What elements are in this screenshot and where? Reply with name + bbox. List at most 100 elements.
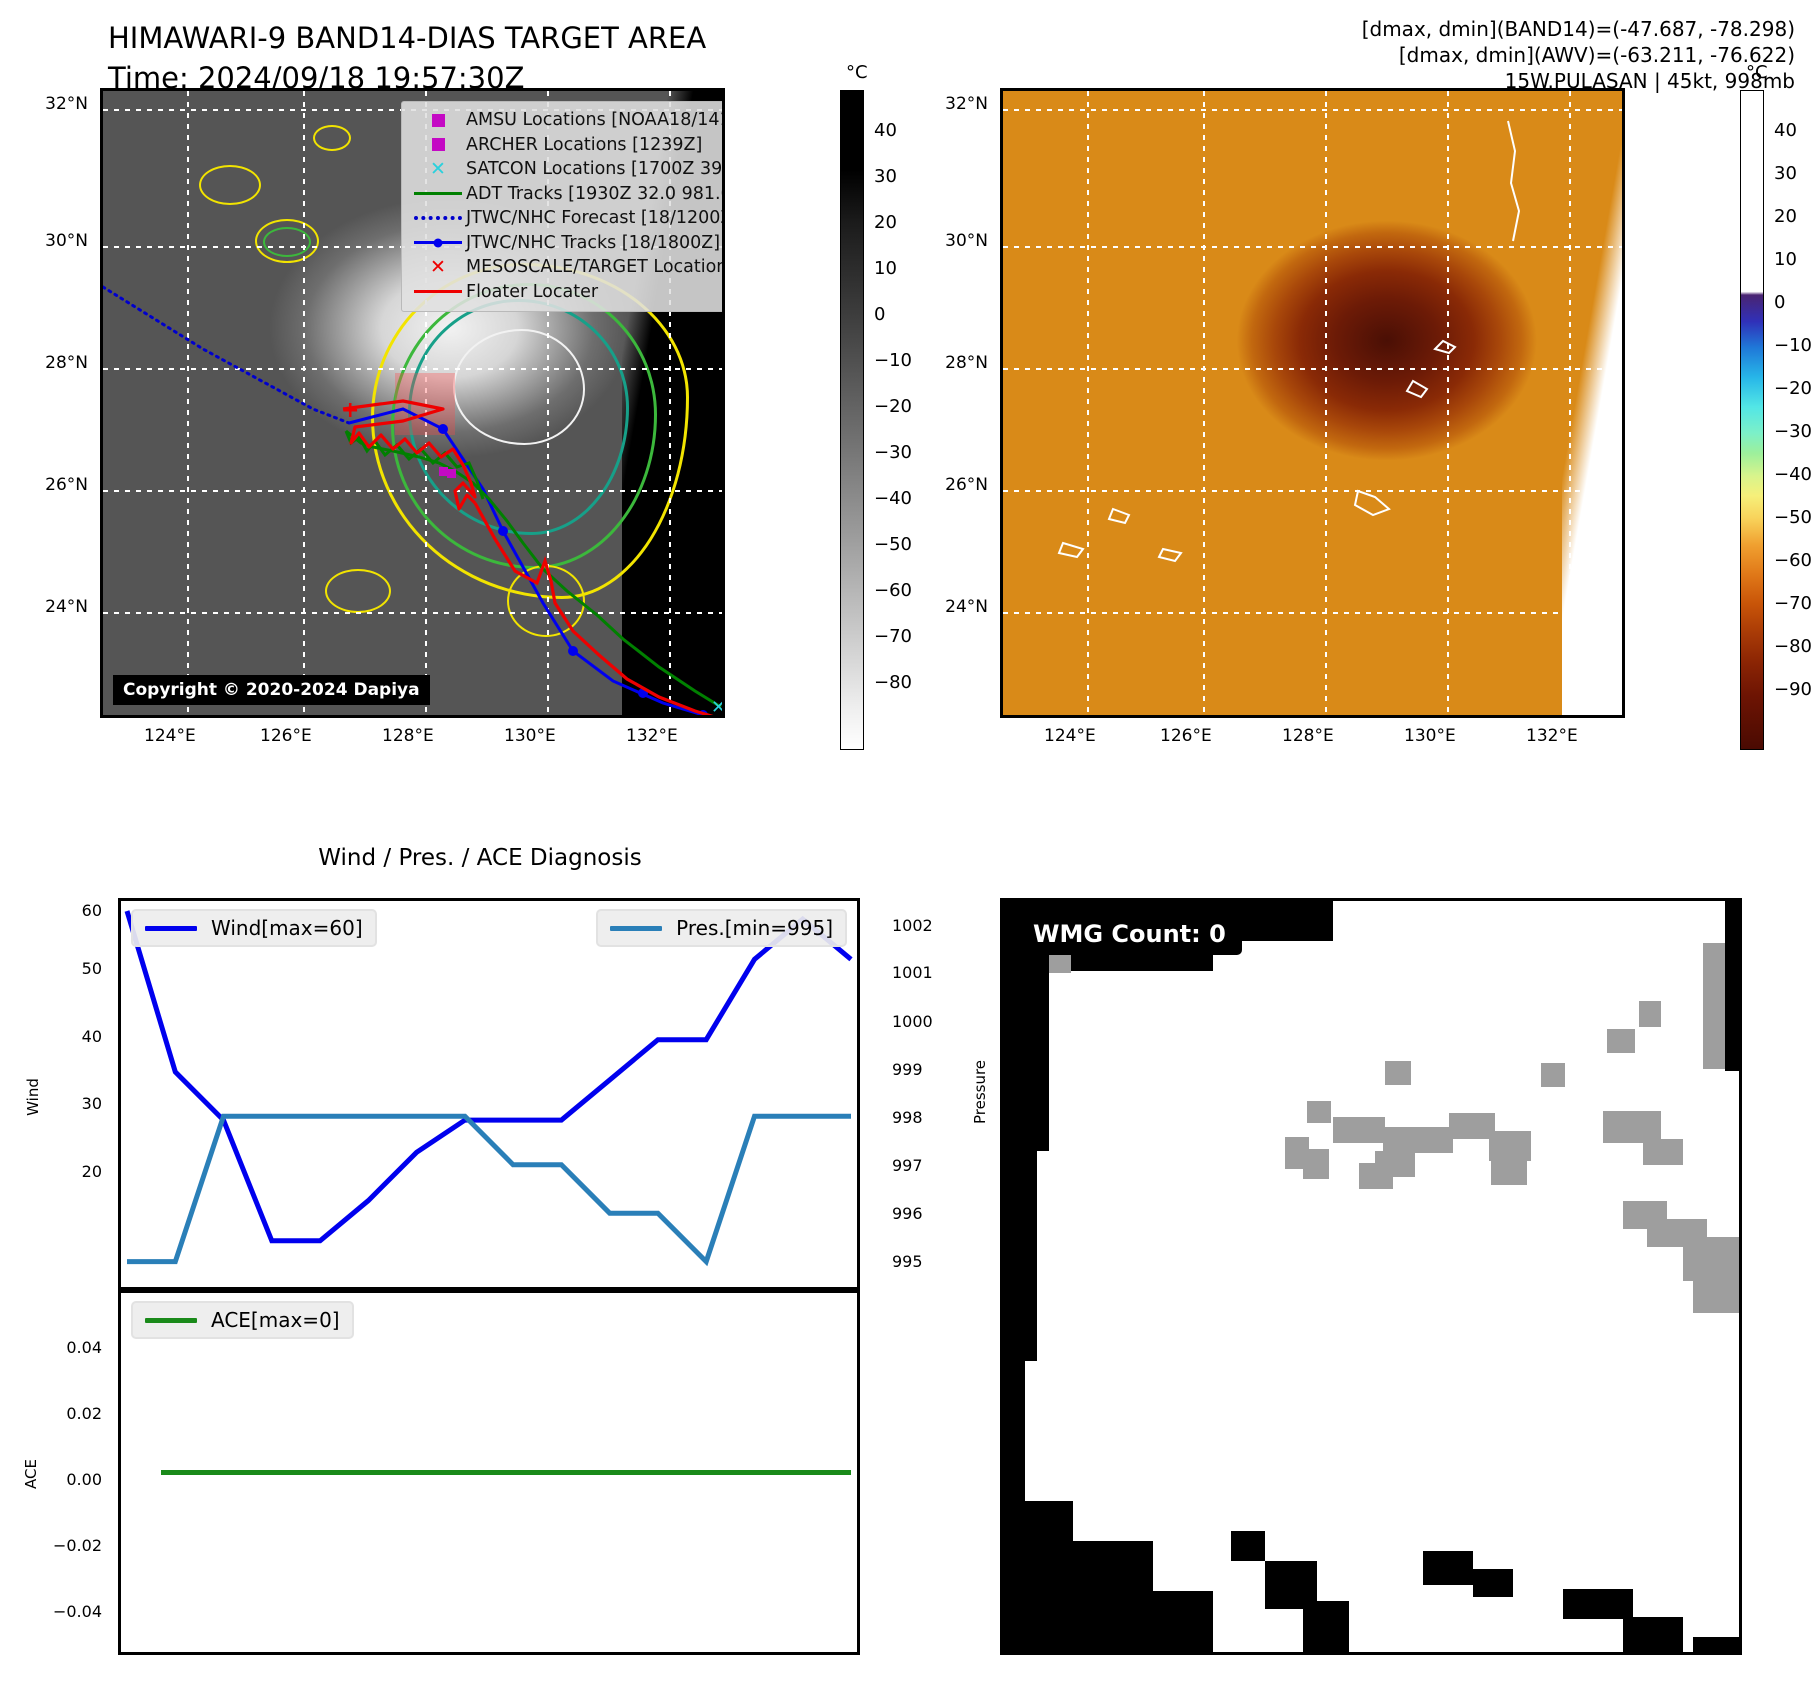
wmg-cell bbox=[1333, 1117, 1385, 1143]
y2-tick: 1002 bbox=[892, 916, 933, 935]
grid-line-lon-130 bbox=[547, 91, 549, 715]
y-tick: −0.04 bbox=[52, 1602, 102, 1621]
wmg-cell bbox=[1703, 943, 1725, 1069]
grid-line-lat-24 bbox=[1003, 612, 1622, 614]
grid-line-lat-30 bbox=[1003, 246, 1622, 248]
wmg-cell bbox=[1603, 1111, 1661, 1143]
copyright-notice: Copyright © 2020-2024 Dapiya bbox=[113, 675, 430, 705]
pressure-axis-label: Pressure bbox=[971, 1059, 990, 1125]
x-tick: 124°E bbox=[144, 726, 196, 746]
wmg-mask-bottom9 bbox=[1563, 1589, 1633, 1619]
awv-no-data-region bbox=[1562, 91, 1622, 715]
water-vapor-satellite-map[interactable] bbox=[1000, 88, 1625, 718]
contour-green-small-w bbox=[263, 227, 311, 257]
wmg-mask-bottom4 bbox=[1231, 1531, 1265, 1561]
left-map-x-ticks: 124°E 126°E 128°E 130°E 132°E bbox=[100, 726, 725, 752]
legend-label: SATCON Locations [1700Z 39 988] bbox=[466, 159, 723, 180]
cb-tick: 20 bbox=[874, 212, 897, 233]
wind-axis-label: Wind bbox=[23, 1078, 42, 1116]
wmg-cell bbox=[1693, 1281, 1739, 1313]
cb-tick: 0 bbox=[1774, 292, 1786, 313]
coastline-overlay bbox=[1057, 120, 1521, 563]
cb-tick: 0 bbox=[874, 304, 886, 325]
dmax-awv-text: [dmax, dmin](AWV)=(-63.211, -76.622) bbox=[1398, 43, 1795, 67]
line-icon bbox=[610, 925, 663, 931]
grid-line-lat-26 bbox=[103, 490, 722, 492]
wmg-count-badge: WMG Count: 0 bbox=[1017, 913, 1242, 955]
infrared-satellite-map[interactable]: + ✕ AMSU Locations [NOAA18/1413Z 32 992]… bbox=[100, 88, 725, 718]
y-tick: 28°N bbox=[45, 353, 88, 373]
x-mark-icon: ✕ bbox=[430, 157, 446, 180]
wmg-mask-bottom2 bbox=[1073, 1541, 1153, 1652]
cb-tick: 30 bbox=[874, 166, 897, 187]
legend-item-satcon: ✕ SATCON Locations [1700Z 39 988] bbox=[410, 157, 723, 182]
wmg-count-panel[interactable]: WMG Count: 0 bbox=[1000, 898, 1742, 1655]
contour-yellow-small-w bbox=[255, 219, 319, 263]
right-map-y-ticks: 32°N 30°N 28°N 26°N 24°N bbox=[940, 88, 996, 718]
y-tick: 28°N bbox=[945, 353, 988, 373]
y-tick: 32°N bbox=[45, 94, 88, 114]
grid-line-lon-126 bbox=[1203, 91, 1205, 715]
ace-chart[interactable]: ACE[max=0] bbox=[118, 1290, 860, 1655]
wmg-cell bbox=[1489, 1131, 1531, 1161]
y2-tick: 999 bbox=[892, 1060, 923, 1079]
x-tick: 128°E bbox=[382, 726, 434, 746]
wind-pressure-chart[interactable]: Wind[max=60] Pres.[min=995] bbox=[118, 898, 860, 1290]
cb-tick: 10 bbox=[1774, 249, 1797, 270]
dmax-band14-text: [dmax, dmin](BAND14)=(-47.687, -78.298) bbox=[1361, 17, 1795, 41]
wmg-mask-left3 bbox=[1003, 1361, 1025, 1501]
wmg-cell bbox=[1449, 1113, 1495, 1139]
y-tick: 32°N bbox=[945, 94, 988, 114]
wmg-cell bbox=[1385, 1061, 1411, 1085]
x-mark-icon: ✕ bbox=[430, 255, 446, 278]
wind-pressure-plot bbox=[124, 910, 853, 1267]
wmg-mask-left2 bbox=[1003, 1151, 1037, 1361]
cb-tick: 30 bbox=[1774, 163, 1797, 184]
x-tick: 130°E bbox=[504, 726, 556, 746]
legend-item-jtwc-forecast: JTWC/NHC Forecast [18/1200Z] bbox=[410, 206, 725, 231]
cb-tick: 10 bbox=[874, 258, 897, 279]
legend-label: JTWC/NHC Forecast [18/1200Z] bbox=[466, 208, 725, 229]
wind-y-axis: 60 50 40 30 20 Wind bbox=[20, 898, 116, 1290]
pressure-legend-label: Pres.[min=995] bbox=[676, 916, 833, 940]
cb-tick: −50 bbox=[1774, 507, 1812, 528]
cb-tick: −90 bbox=[1774, 679, 1812, 700]
y-tick: 24°N bbox=[45, 597, 88, 617]
wmg-cell bbox=[1643, 1139, 1683, 1165]
colorbar-gradient bbox=[1740, 90, 1764, 750]
legend-label: MESOSCALE/TARGET Location bbox=[466, 257, 725, 278]
legend-label: ADT Tracks [1930Z 32.0 981.0] bbox=[466, 183, 725, 204]
legend-item-mesoscale: ✕ MESOSCALE/TARGET Location bbox=[410, 255, 725, 280]
grid-line-lon-128 bbox=[1325, 91, 1327, 715]
grid-line-lon-132 bbox=[669, 91, 671, 715]
y-tick: 24°N bbox=[945, 597, 988, 617]
legend-item-jtwc-tracks: JTWC/NHC Tracks [18/1800Z] bbox=[410, 231, 722, 256]
cb-tick: −20 bbox=[1774, 378, 1812, 399]
cb-tick: −30 bbox=[874, 442, 912, 463]
awv-imagery bbox=[1003, 91, 1622, 715]
line-icon bbox=[145, 1317, 197, 1323]
cb-tick: −70 bbox=[874, 626, 912, 647]
square-icon bbox=[410, 113, 466, 127]
cb-tick: −70 bbox=[1774, 593, 1812, 614]
legend-label: Floater Locater bbox=[466, 281, 599, 302]
grid-line-lon-132 bbox=[1569, 91, 1571, 715]
y-tick-50: 50 bbox=[81, 959, 102, 978]
grid-line-lat-26 bbox=[1003, 490, 1622, 492]
grid-line-lat-24 bbox=[103, 612, 722, 614]
line-icon bbox=[410, 192, 466, 196]
cb-tick: −10 bbox=[874, 350, 912, 371]
contour-white-inner bbox=[453, 329, 585, 445]
wmg-mask-right bbox=[1725, 901, 1739, 1071]
wmg-mask-bottom7 bbox=[1423, 1551, 1473, 1585]
y-tick-40: 40 bbox=[81, 1027, 102, 1046]
map-legend: AMSU Locations [NOAA18/1413Z 32 992] ARC… bbox=[401, 101, 725, 312]
svg-text:+: + bbox=[341, 398, 359, 423]
y-tick: −0.02 bbox=[52, 1536, 102, 1555]
legend-label: AMSU Locations [NOAA18/1413Z 32 992] bbox=[466, 110, 722, 131]
wind-legend-label: Wind[max=60] bbox=[211, 916, 363, 940]
grid-line-lat-32 bbox=[1003, 109, 1622, 111]
y2-tick: 995 bbox=[892, 1252, 923, 1271]
header-stats: [dmax, dmin](BAND14)=(-47.687, -78.298) … bbox=[1362, 16, 1795, 94]
grid-line-lon-128 bbox=[425, 91, 427, 715]
